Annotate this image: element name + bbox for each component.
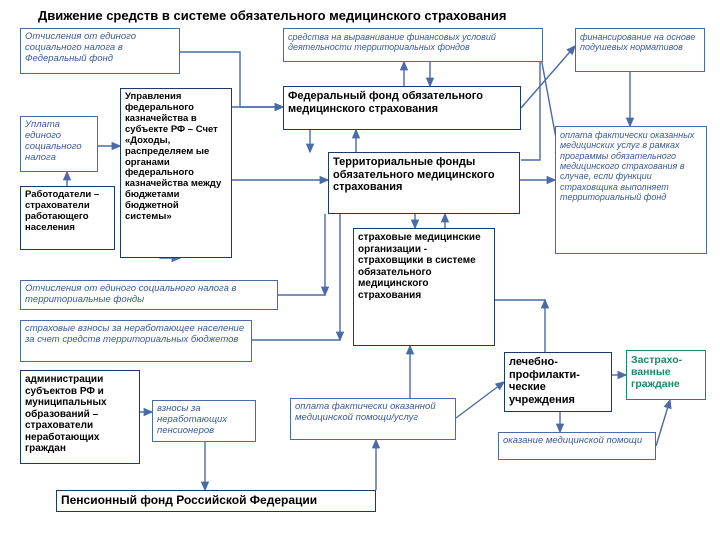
arrow-17 (252, 214, 340, 340)
diagram-title: Движение средств в системе обязательного… (38, 8, 507, 23)
box-b14: взносы за неработающих пенсионеров (152, 400, 256, 442)
box-b10: страховые медицинские организации - стра… (353, 228, 495, 346)
box-b2: средства на выравнивание финансовых усло… (283, 28, 543, 62)
box-b1: Отчисления от единого социального налога… (20, 28, 180, 74)
box-b18: оказание медицинской помощи (498, 432, 656, 460)
box-b6: Федеральный фонд обязательного медицинск… (283, 86, 521, 130)
box-b15: оплата фактически оказанной медицинской … (290, 398, 456, 440)
box-b4: Уплата единого социального налога (20, 116, 98, 172)
arrow-22 (495, 300, 545, 352)
box-b12: страховые взносы за неработающее населен… (20, 320, 252, 362)
arrow-16 (278, 214, 325, 295)
box-b13: администрации субъектов РФ и муниципальн… (20, 370, 140, 464)
box-b9: Работодатели – страхователи работающего … (20, 186, 115, 250)
box-b19: Пенсионный фонд Российской Федерации (56, 490, 376, 512)
box-b5: Управления федерального казначейства в с… (120, 88, 232, 258)
arrow-23 (456, 382, 504, 418)
box-b7: Территориальные фонды обязательного меди… (328, 152, 520, 214)
box-b8: оплата фактически оказанных медицинских … (555, 126, 707, 254)
box-b16: лечебно-профилакти-ческие учреждения (504, 352, 612, 412)
box-b17: Застрахо-ванные граждане (626, 350, 706, 400)
box-b3: финансирование на основе подушевых норма… (575, 28, 705, 72)
box-b11: Отчисления от единого социального налога… (20, 280, 278, 310)
arrow-25 (656, 400, 670, 446)
